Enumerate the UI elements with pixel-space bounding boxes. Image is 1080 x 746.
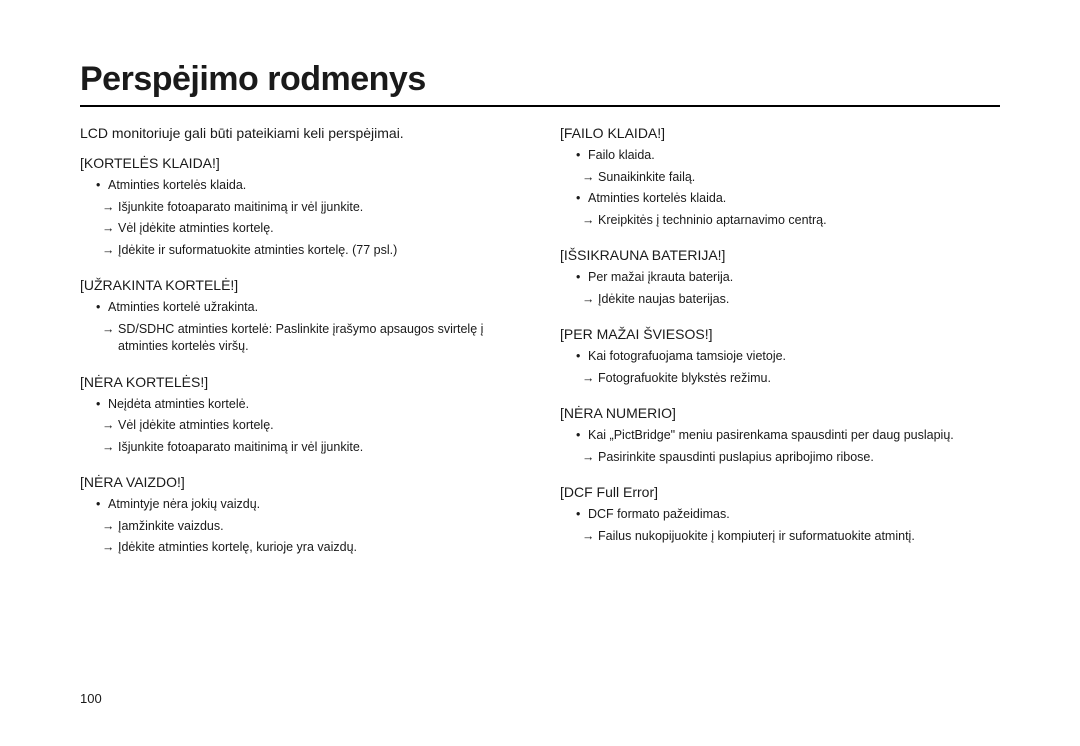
section-heading: [NĖRA NUMERIO] [560,405,1000,421]
left-column: LCD monitoriuje gali būti pateikiami kel… [80,125,520,575]
section-heading: [KORTELĖS KLAIDA!] [80,155,520,171]
arrow-item: Įdėkite atminties kortelę, kurioje yra v… [118,539,520,557]
page-number: 100 [80,691,102,706]
section-heading: [PER MAŽAI ŠVIESOS!] [560,326,1000,342]
section-heading: [DCF Full Error] [560,484,1000,500]
intro-text: LCD monitoriuje gali būti pateikiami kel… [80,125,520,141]
bullet-item: Atminties kortelės klaida. [588,190,1000,208]
bullet-item: Kai fotografuojama tamsioje vietoje. [588,348,1000,366]
arrow-item: Įdėkite ir suformatuokite atminties kort… [118,242,520,260]
bullet-item: Kai „PictBridge" meniu pasirenkama spaus… [588,427,1000,445]
arrow-item: Įamžinkite vaizdus. [118,518,520,536]
arrow-item: Išjunkite fotoaparato maitinimą ir vėl į… [118,199,520,217]
section-heading: [UŽRAKINTA KORTELĖ!] [80,277,520,293]
warning-section: [UŽRAKINTA KORTELĖ!] Atminties kortelė už… [80,277,520,356]
arrow-item: Įdėkite naujas baterijas. [598,291,1000,309]
warning-section: [NĖRA NUMERIO] Kai „PictBridge" meniu pas… [560,405,1000,466]
arrow-item: Failus nukopijuokite į kompiuterį ir suf… [598,528,1000,546]
arrow-item: Pasirinkite spausdinti puslapius apriboj… [598,449,1000,467]
warning-section: [DCF Full Error] DCF formato pažeidimas. F… [560,484,1000,545]
left-sections: [KORTELĖS KLAIDA!] Atminties kortelės kla… [80,155,520,557]
arrow-item: Vėl įdėkite atminties kortelę. [118,220,520,238]
section-heading: [FAILO KLAIDA!] [560,125,1000,141]
right-column: [FAILO KLAIDA!] Failo klaida. Sunaikinkite… [560,125,1000,575]
bullet-item: Failo klaida. [588,147,1000,165]
content-columns: LCD monitoriuje gali būti pateikiami kel… [80,125,1000,575]
warning-section: [PER MAŽAI ŠVIESOS!] Kai fotografuojama t… [560,326,1000,387]
arrow-item: Kreipkitės į techninio aptarnavimo centr… [598,212,1000,230]
bullet-item: Per mažai įkrauta baterija. [588,269,1000,287]
arrow-item: Išjunkite fotoaparato maitinimą ir vėl į… [118,439,520,457]
warning-section: [IŠSIKRAUNA BATERIJA!] Per mažai įkrauta … [560,247,1000,308]
page-title: Perspėjimo rodmenys [80,60,1000,107]
arrow-item: Sunaikinkite failą. [598,169,1000,187]
section-heading: [NĖRA VAIZDO!] [80,474,520,490]
warning-section: [FAILO KLAIDA!] Failo klaida. Sunaikinkite… [560,125,1000,229]
bullet-item: Atminties kortelės klaida. [108,177,520,195]
bullet-item: Neįdėta atminties kortelė. [108,396,520,414]
bullet-item: Atminties kortelė užrakinta. [108,299,520,317]
bullet-item: DCF formato pažeidimas. [588,506,1000,524]
warning-section: [NĖRA VAIZDO!] Atmintyje nėra jokių vaizd… [80,474,520,557]
bullet-item: Atmintyje nėra jokių vaizdų. [108,496,520,514]
right-sections: [FAILO KLAIDA!] Failo klaida. Sunaikinkite… [560,125,1000,545]
section-heading: [NĖRA KORTELĖS!] [80,374,520,390]
warning-section: [NĖRA KORTELĖS!] Neįdėta atminties kortel… [80,374,520,457]
arrow-item: Fotografuokite blykstės režimu. [598,370,1000,388]
arrow-item: SD/SDHC atminties kortelė: Paslinkite įr… [118,321,520,356]
section-heading: [IŠSIKRAUNA BATERIJA!] [560,247,1000,263]
warning-section: [KORTELĖS KLAIDA!] Atminties kortelės kla… [80,155,520,259]
arrow-item: Vėl įdėkite atminties kortelę. [118,417,520,435]
